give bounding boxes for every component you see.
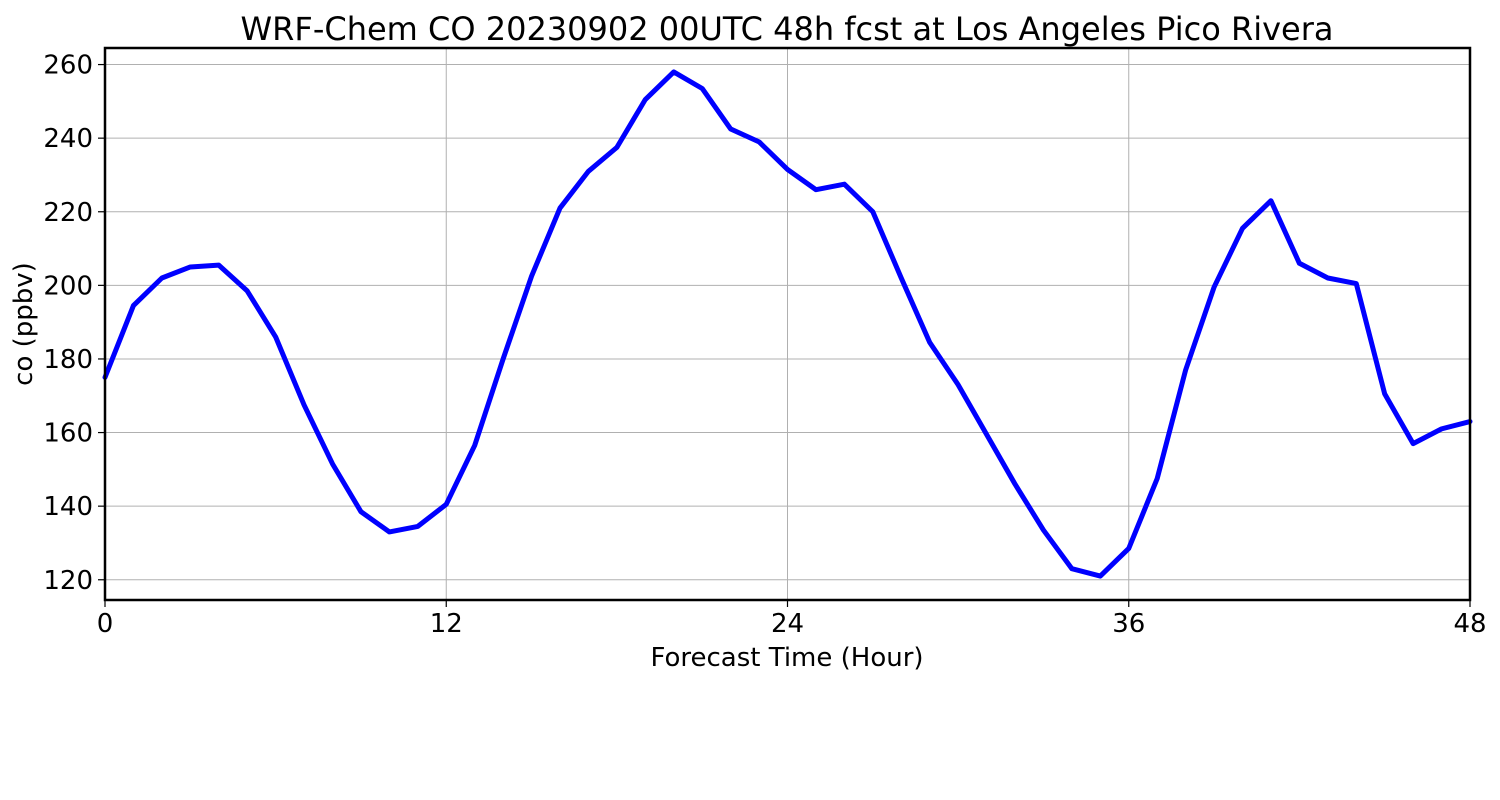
y-tick-label: 120: [43, 566, 93, 596]
x-tick-label: 0: [97, 609, 114, 639]
y-tick-label: 200: [43, 271, 93, 301]
x-tick-label: 24: [771, 609, 804, 639]
grid-lines: [104, 48, 1471, 600]
y-tick-label: 240: [43, 124, 93, 154]
y-tick-label: 140: [43, 492, 93, 522]
axis-ticks: 0 12 24 36 48 120 140 160 180 200 220 240 260: [43, 51, 1486, 639]
series-layer: [102, 69, 1473, 579]
chart-title: WRF-Chem CO 20230902 00UTC 48h fcst at L…: [241, 10, 1334, 48]
y-tick-label: 220: [43, 198, 93, 228]
y-tick-label: 160: [43, 419, 93, 449]
y-tick-label: 180: [43, 345, 93, 375]
x-axis-label: Forecast Time (Hour): [650, 643, 923, 673]
x-tick-label: 36: [1112, 609, 1145, 639]
y-axis-label: co (ppbv): [9, 262, 39, 386]
x-tick-label: 12: [430, 609, 463, 639]
x-tick-label: 48: [1453, 609, 1486, 639]
y-tick-label: 260: [43, 51, 93, 81]
